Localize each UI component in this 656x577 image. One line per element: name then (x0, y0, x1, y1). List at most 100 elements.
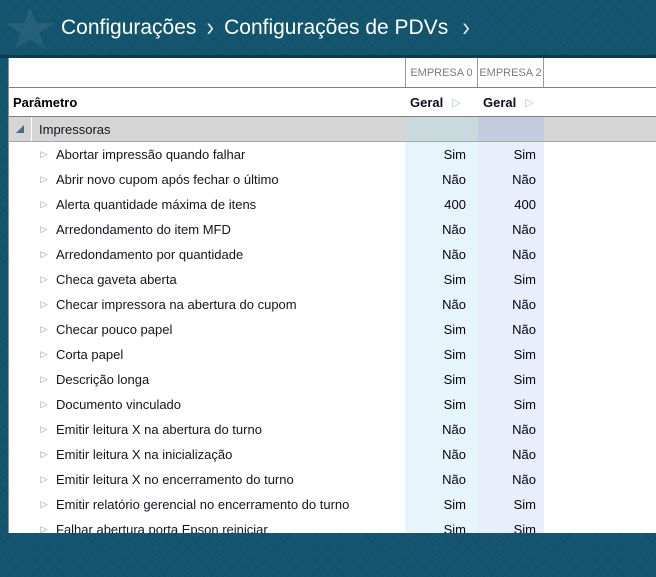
value-empresa-0: Não (405, 292, 478, 317)
view-header-right-pad (544, 88, 656, 116)
table-row[interactable]: ▷ Abortar impressão quando falhar Sim Si… (9, 142, 656, 167)
value-empresa-0: 400 (405, 192, 478, 217)
param-label: Emitir relatório gerencial no encerramen… (56, 497, 350, 512)
parameter-rows: ▷ Abortar impressão quando falhar Sim Si… (9, 142, 656, 533)
row-spacer (177, 267, 405, 292)
row-spacer (297, 292, 405, 317)
param-label: Documento vinculado (56, 397, 182, 412)
row-spacer (123, 342, 405, 367)
table-row[interactable]: ▷ Corta papel Sim Sim (9, 342, 656, 367)
value-empresa-2: Sim (478, 392, 544, 417)
param-label: Falhar abertura porta Epson reiniciar (56, 522, 268, 533)
row-spacer (294, 467, 405, 492)
value-empresa-0: Não (405, 417, 478, 442)
row-right-pad (544, 292, 656, 317)
breadcrumb-configuracoes[interactable]: Configurações (61, 15, 197, 39)
value-empresa-0: Não (405, 242, 478, 267)
expand-arrow-icon[interactable]: ▷ (40, 324, 48, 334)
param-label: Alerta quantidade máxima de itens (56, 197, 257, 212)
expand-arrow-icon[interactable]: ▷ (40, 299, 48, 309)
row-right-pad (544, 242, 656, 267)
table-row[interactable]: ▷ Alerta quantidade máxima de itens 400 … (9, 192, 656, 217)
expand-arrow-icon[interactable]: ▷ (40, 524, 48, 533)
chevron-right-icon: › (206, 11, 215, 42)
row-right-pad (544, 517, 656, 533)
expand-arrow-icon[interactable]: ▷ (40, 374, 48, 384)
expand-arrow-icon[interactable]: ▷ (40, 424, 48, 434)
star-icon (5, 7, 55, 49)
param-label: Corta papel (56, 347, 124, 362)
table-row[interactable]: ▷ Falhar abertura porta Epson reiniciar … (9, 517, 656, 533)
expand-arrow-icon[interactable]: ▷ (40, 274, 48, 284)
value-empresa-2: Sim (478, 142, 544, 167)
row-spacer (231, 217, 405, 242)
expand-arrow-icon[interactable]: ▷ (40, 249, 48, 259)
expand-arrow-icon[interactable]: ▷ (40, 499, 48, 509)
value-empresa-2: Sim (478, 367, 544, 392)
expand-arrow-icon[interactable]: ▷ (40, 449, 48, 459)
expand-arrow-icon[interactable]: ▷ (40, 474, 48, 484)
row-right-pad (544, 467, 656, 492)
table-row[interactable]: ▷ Checar impressora na abertura do cupom… (9, 292, 656, 317)
breadcrumb-configuracoes-de-pdvs[interactable]: Configurações de PDVs (224, 15, 449, 39)
group-right-pad (544, 117, 656, 141)
company-header-right-pad (544, 58, 656, 87)
table-row[interactable]: ▷ Abrir novo cupom após fechar o último … (9, 167, 656, 192)
param-label: Checar impressora na abertura do cupom (56, 297, 297, 312)
row-spacer (245, 142, 405, 167)
expand-arrow-icon[interactable]: ▷ (452, 96, 461, 109)
value-empresa-2: Não (478, 467, 544, 492)
expand-arrow-icon[interactable]: ▷ (40, 149, 48, 159)
top-navigation-bar: Configurações › Configurações de PDVs › (0, 0, 656, 58)
table-row[interactable]: ▷ Arredondamento do item MFD Não Não (9, 217, 656, 242)
table-row[interactable]: ▷ Emitir leitura X no encerramento do tu… (9, 467, 656, 492)
column-header-empresa-2: EMPRESA 2 (478, 58, 544, 87)
row-spacer (172, 317, 405, 342)
table-row[interactable]: ▷ Descrição longa Sim Sim (9, 367, 656, 392)
expand-arrow-icon[interactable]: ▷ (40, 399, 48, 409)
table-row[interactable]: ▷ Checar pouco papel Sim Não (9, 317, 656, 342)
collapse-group-cell[interactable] (9, 117, 32, 141)
param-label: Descrição longa (56, 372, 150, 387)
expand-arrow-icon[interactable]: ▷ (40, 349, 48, 359)
table-row[interactable]: ▷ Checa gaveta aberta Sim Sim (9, 267, 656, 292)
table-row[interactable]: ▷ Emitir leitura X na abertura do turno … (9, 417, 656, 442)
geral-selector-empresa-0[interactable]: Geral ▷ (405, 88, 478, 116)
expand-arrow-icon[interactable]: ▷ (40, 199, 48, 209)
param-label: Abortar impressão quando falhar (56, 147, 246, 162)
group-row-impressoras[interactable]: Impressoras (9, 117, 656, 142)
row-spacer (268, 517, 405, 533)
param-label: Arredondamento do item MFD (56, 222, 231, 237)
table-row[interactable]: ▷ Documento vinculado Sim Sim (9, 392, 656, 417)
param-label: Emitir leitura X na abertura do turno (56, 422, 262, 437)
row-spacer (243, 242, 405, 267)
param-label: Emitir leitura X na inicialização (56, 447, 233, 462)
row-right-pad (544, 167, 656, 192)
value-empresa-2: Não (478, 442, 544, 467)
row-spacer (279, 167, 405, 192)
collapse-triangle-icon[interactable] (16, 125, 24, 133)
param-label: Emitir leitura X no encerramento do turn… (56, 472, 294, 487)
value-empresa-2: Não (478, 292, 544, 317)
value-empresa-2: Sim (478, 517, 544, 533)
group-col-empresa-2 (478, 117, 544, 141)
row-right-pad (544, 367, 656, 392)
company-header-row: EMPRESA 0 EMPRESA 2 (9, 58, 656, 87)
row-spacer (181, 392, 405, 417)
view-header-row: Parâmetro Geral ▷ Geral ▷ (9, 87, 656, 117)
value-empresa-0: Sim (405, 517, 478, 533)
expand-arrow-icon[interactable]: ▷ (40, 224, 48, 234)
expand-arrow-icon[interactable]: ▷ (525, 96, 534, 109)
row-spacer (262, 417, 405, 442)
row-right-pad (544, 342, 656, 367)
table-row[interactable]: ▷ Arredondamento por quantidade Não Não (9, 242, 656, 267)
expand-arrow-icon[interactable]: ▷ (40, 174, 48, 184)
row-right-pad (544, 192, 656, 217)
pdv-settings-grid: EMPRESA 0 EMPRESA 2 Parâmetro Geral ▷ Ge… (8, 58, 656, 533)
group-label: Impressoras (39, 121, 111, 137)
value-empresa-0: Sim (405, 392, 478, 417)
geral-selector-empresa-2[interactable]: Geral ▷ (478, 88, 544, 116)
table-row[interactable]: ▷ Emitir relatório gerencial no encerram… (9, 492, 656, 517)
table-row[interactable]: ▷ Emitir leitura X na inicialização Não … (9, 442, 656, 467)
